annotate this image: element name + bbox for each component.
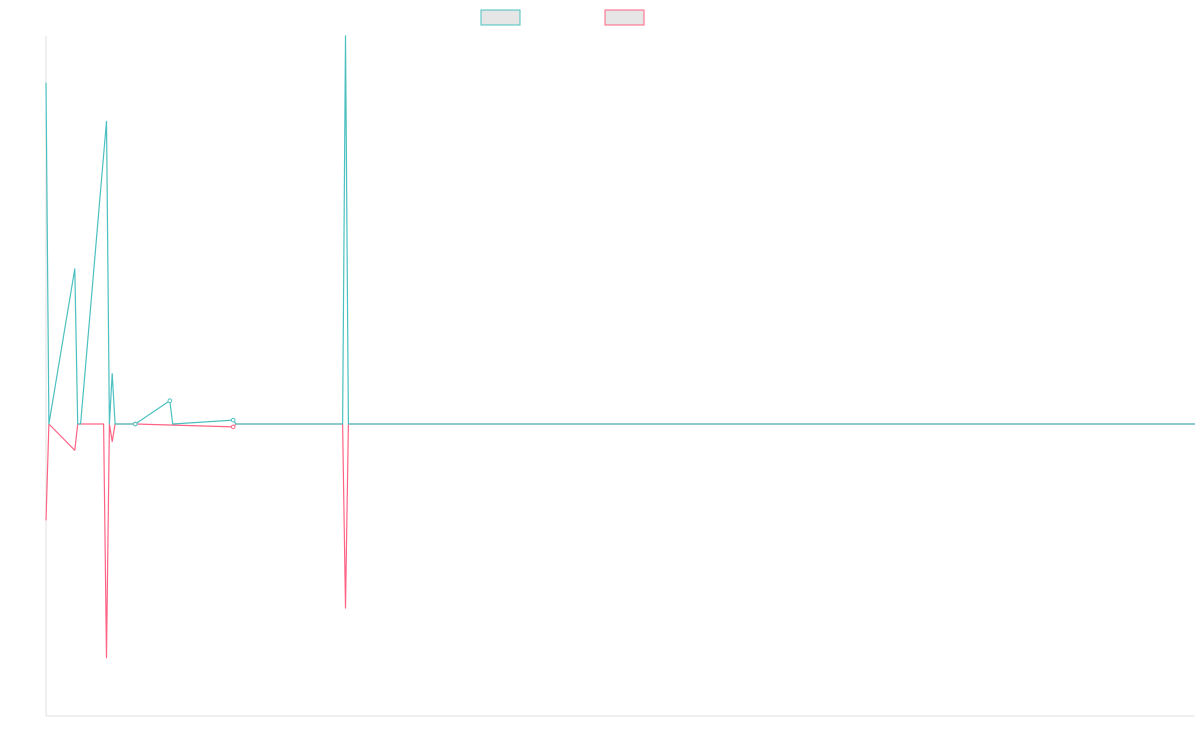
- plot-area: [45, 35, 1195, 659]
- data-point: [230, 424, 236, 430]
- data-point: [132, 421, 138, 427]
- series-line: [45, 35, 1195, 425]
- legend-item[interactable]: [480, 9, 521, 26]
- data-point: [167, 398, 173, 404]
- legend-swatch: [604, 9, 645, 26]
- legend-item[interactable]: [604, 9, 645, 26]
- axes: [45, 36, 1195, 717]
- legend-swatch: [480, 9, 521, 26]
- legend: [480, 9, 645, 26]
- data-point: [230, 417, 236, 423]
- series-line: [45, 423, 1195, 659]
